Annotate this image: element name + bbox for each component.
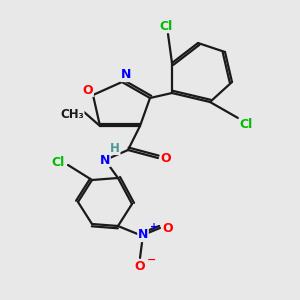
Text: O: O [163,221,173,235]
Text: H: H [110,142,120,154]
Text: Cl: Cl [159,20,172,32]
Text: −: − [147,255,156,265]
Text: CH₃: CH₃ [60,109,84,122]
Text: N: N [100,154,110,166]
Text: +: + [150,222,158,232]
Text: O: O [161,152,171,164]
Text: N: N [121,68,131,82]
Text: Cl: Cl [51,157,64,169]
Text: O: O [83,83,93,97]
Text: N: N [138,229,148,242]
Text: Cl: Cl [239,118,253,130]
Text: O: O [135,260,145,272]
